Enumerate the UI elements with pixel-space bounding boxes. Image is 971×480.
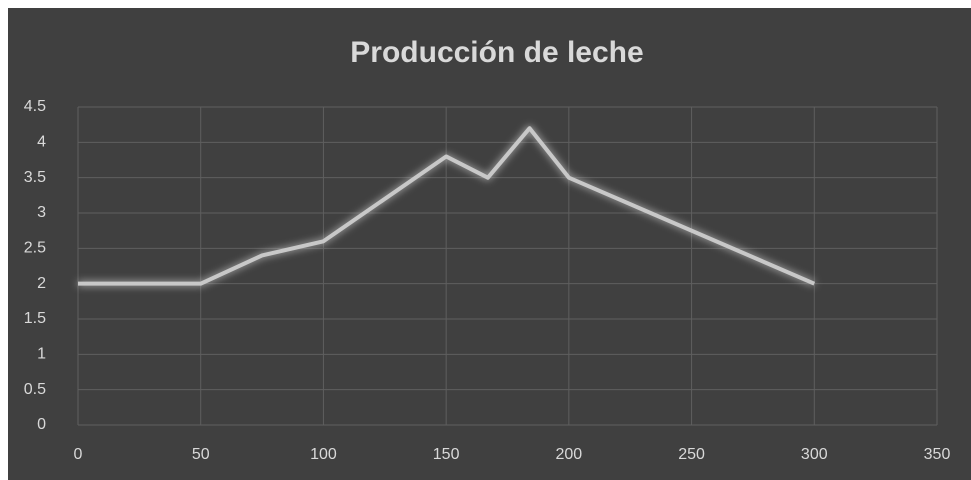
y-tick-label: 2: [37, 275, 46, 292]
y-tick-label: 4: [37, 134, 46, 151]
y-tick-label: 3.5: [24, 169, 46, 186]
y-tick-label: 0.5: [24, 381, 46, 398]
x-tick-label: 50: [192, 446, 210, 463]
y-tick-label: 1.5: [24, 310, 46, 327]
x-tick-label: 0: [74, 446, 83, 463]
x-tick-label: 100: [310, 446, 337, 463]
y-tick-label: 1: [37, 346, 46, 363]
x-tick-label: 250: [678, 446, 705, 463]
x-tick-label: 350: [924, 446, 951, 463]
y-tick-label: 3: [37, 204, 46, 221]
y-tick-label: 2.5: [24, 240, 46, 257]
data-line: [78, 126, 816, 286]
x-tick-label: 150: [433, 446, 460, 463]
x-tick-label: 200: [556, 446, 583, 463]
chart-title: Producción de leche: [350, 36, 643, 69]
chart-background: [8, 8, 971, 480]
y-tick-label: 0: [37, 416, 46, 433]
y-tick-label: 4.5: [24, 98, 46, 115]
x-tick-label: 300: [801, 446, 828, 463]
